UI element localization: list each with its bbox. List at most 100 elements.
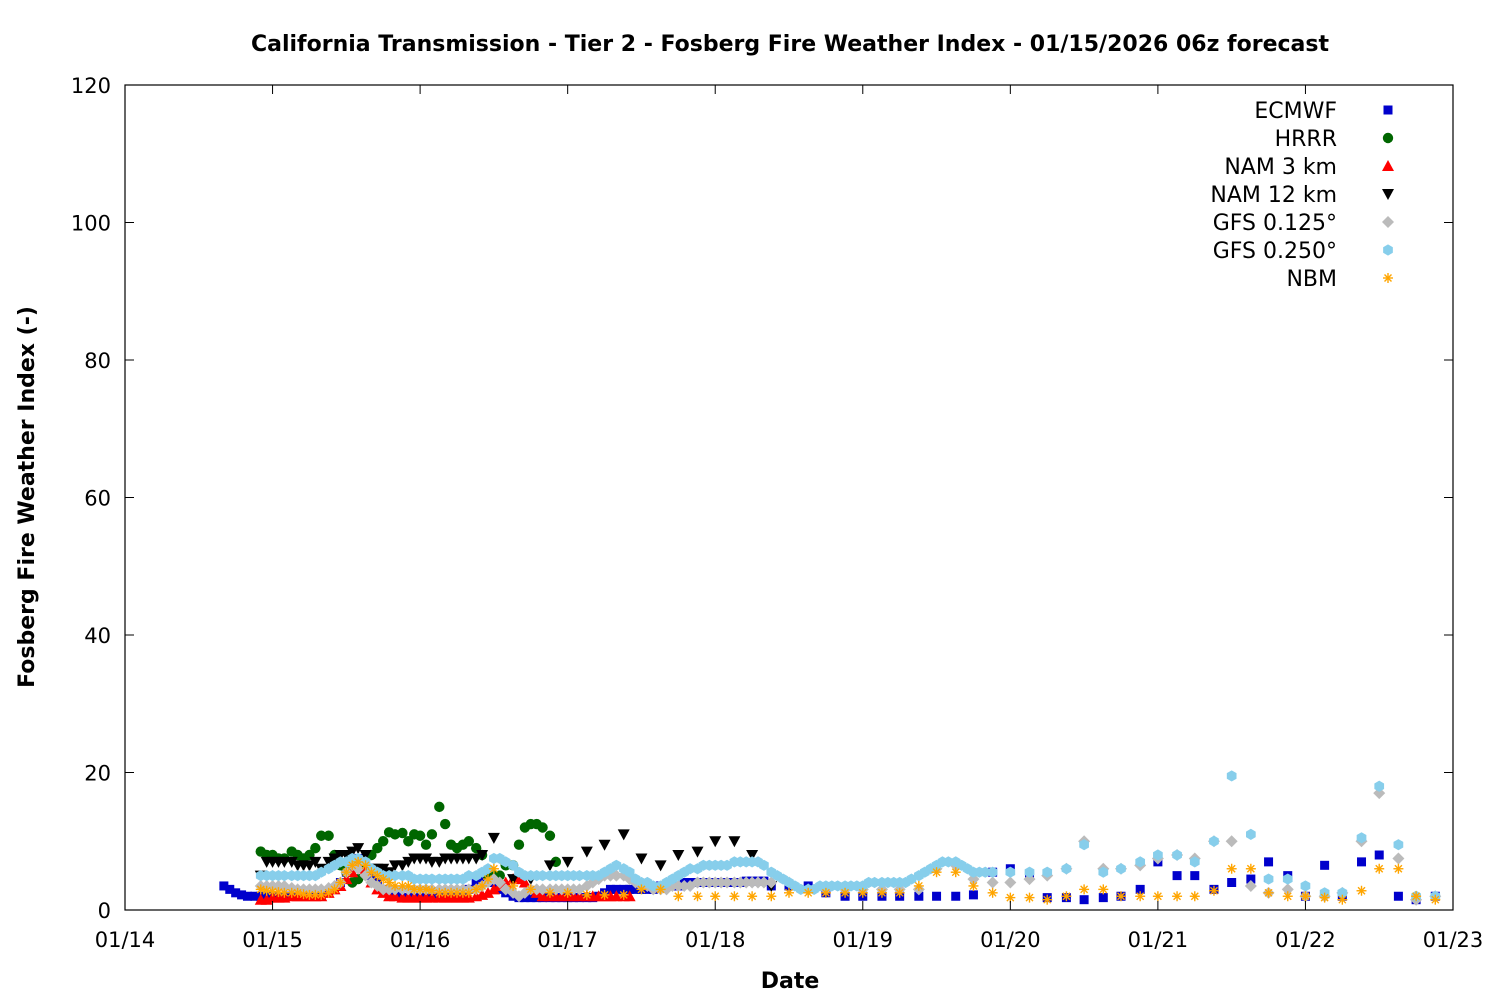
data-point bbox=[631, 884, 641, 894]
data-point bbox=[1189, 891, 1200, 902]
data-point bbox=[1356, 832, 1367, 844]
data-point bbox=[384, 877, 395, 888]
y-tick-label: 120 bbox=[71, 74, 111, 98]
data-point bbox=[427, 873, 437, 885]
legend-item: ECMWF bbox=[1254, 99, 1393, 124]
data-point bbox=[746, 850, 759, 861]
x-tick-label: 01/15 bbox=[242, 928, 303, 952]
data-point bbox=[1005, 892, 1016, 903]
data-point bbox=[482, 874, 493, 885]
data-point bbox=[618, 889, 629, 900]
data-point bbox=[353, 856, 364, 867]
data-point bbox=[471, 884, 482, 895]
data-point bbox=[242, 891, 252, 901]
data-point bbox=[359, 850, 372, 861]
data-point bbox=[1300, 880, 1311, 892]
data-point bbox=[390, 870, 400, 882]
data-point bbox=[518, 876, 531, 888]
data-point bbox=[1061, 863, 1072, 875]
data-point bbox=[537, 870, 548, 882]
data-point bbox=[1098, 866, 1109, 878]
data-point bbox=[231, 888, 241, 898]
data-point bbox=[611, 884, 621, 894]
data-point bbox=[625, 884, 635, 894]
y-tick-label: 100 bbox=[71, 212, 111, 236]
data-point bbox=[316, 889, 327, 900]
legend-marker bbox=[1383, 105, 1393, 115]
data-point bbox=[840, 887, 851, 898]
data-point bbox=[1374, 780, 1385, 792]
data-point bbox=[1246, 828, 1256, 840]
data-point bbox=[481, 886, 494, 898]
data-point bbox=[913, 880, 924, 891]
x-tick-label: 01/17 bbox=[537, 928, 598, 952]
legend-label: NAM 12 km bbox=[1210, 183, 1337, 208]
data-point bbox=[250, 891, 260, 901]
data-point bbox=[426, 885, 437, 896]
data-point bbox=[279, 870, 290, 882]
data-point bbox=[1172, 891, 1183, 902]
data-point bbox=[487, 832, 500, 844]
data-point bbox=[857, 887, 868, 898]
data-point bbox=[636, 884, 647, 895]
y-tick-label: 80 bbox=[84, 349, 111, 373]
data-point bbox=[598, 839, 611, 851]
data-point bbox=[285, 856, 298, 868]
data-point bbox=[1152, 891, 1163, 902]
x-tick-label: 01/14 bbox=[95, 928, 156, 952]
legend-marker bbox=[1382, 132, 1394, 144]
data-point bbox=[1135, 856, 1146, 868]
data-point bbox=[340, 850, 353, 861]
data-point bbox=[397, 827, 408, 839]
data-point bbox=[580, 846, 593, 858]
chart-title: California Transmission - Tier 2 - Fosbe… bbox=[251, 32, 1330, 57]
data-point bbox=[477, 874, 487, 884]
y-tick-label: 0 bbox=[98, 899, 111, 923]
data-point bbox=[1226, 770, 1237, 782]
data-point bbox=[471, 878, 481, 887]
data-point bbox=[691, 846, 704, 858]
data-point bbox=[470, 853, 483, 865]
legend-label: HRRR bbox=[1275, 127, 1337, 152]
data-point bbox=[1190, 871, 1200, 881]
data-point bbox=[968, 880, 979, 891]
legend-item: GFS 0.250° bbox=[1213, 239, 1393, 264]
data-point bbox=[512, 873, 525, 885]
data-point bbox=[1079, 884, 1090, 895]
y-axis-label: Fosberg Fire Weather Index (-) bbox=[15, 306, 40, 688]
data-point bbox=[309, 856, 322, 868]
data-point bbox=[508, 880, 519, 891]
data-point bbox=[255, 884, 266, 895]
data-point bbox=[463, 887, 474, 898]
data-point bbox=[543, 860, 556, 872]
data-point bbox=[654, 860, 667, 872]
x-tick-label: 01/16 bbox=[390, 928, 451, 952]
data-point bbox=[1004, 876, 1017, 889]
data-point bbox=[341, 867, 352, 878]
data-point bbox=[1135, 891, 1146, 902]
data-point bbox=[951, 891, 961, 901]
data-point bbox=[987, 866, 998, 878]
legend-marker bbox=[1382, 216, 1394, 228]
legend-item: NAM 12 km bbox=[1210, 183, 1394, 208]
data-point bbox=[986, 876, 999, 889]
data-point bbox=[316, 866, 327, 878]
data-point bbox=[1061, 891, 1072, 902]
y-tick-label: 40 bbox=[84, 624, 111, 648]
legend-marker bbox=[1382, 160, 1394, 171]
data-point bbox=[950, 867, 961, 878]
legend-label: NAM 3 km bbox=[1224, 155, 1337, 180]
legend-item: NAM 3 km bbox=[1224, 155, 1394, 180]
data-point bbox=[1153, 849, 1163, 861]
data-point bbox=[322, 856, 335, 868]
x-tick-label: 01/18 bbox=[685, 928, 746, 952]
data-point bbox=[1079, 895, 1089, 905]
data-point bbox=[377, 863, 390, 875]
data-point bbox=[721, 876, 734, 889]
data-point bbox=[329, 884, 340, 895]
data-point bbox=[1392, 852, 1405, 865]
data-point bbox=[914, 891, 924, 901]
legend-label: GFS 0.125° bbox=[1213, 211, 1337, 236]
data-point bbox=[1244, 879, 1257, 892]
data-point bbox=[225, 884, 235, 894]
